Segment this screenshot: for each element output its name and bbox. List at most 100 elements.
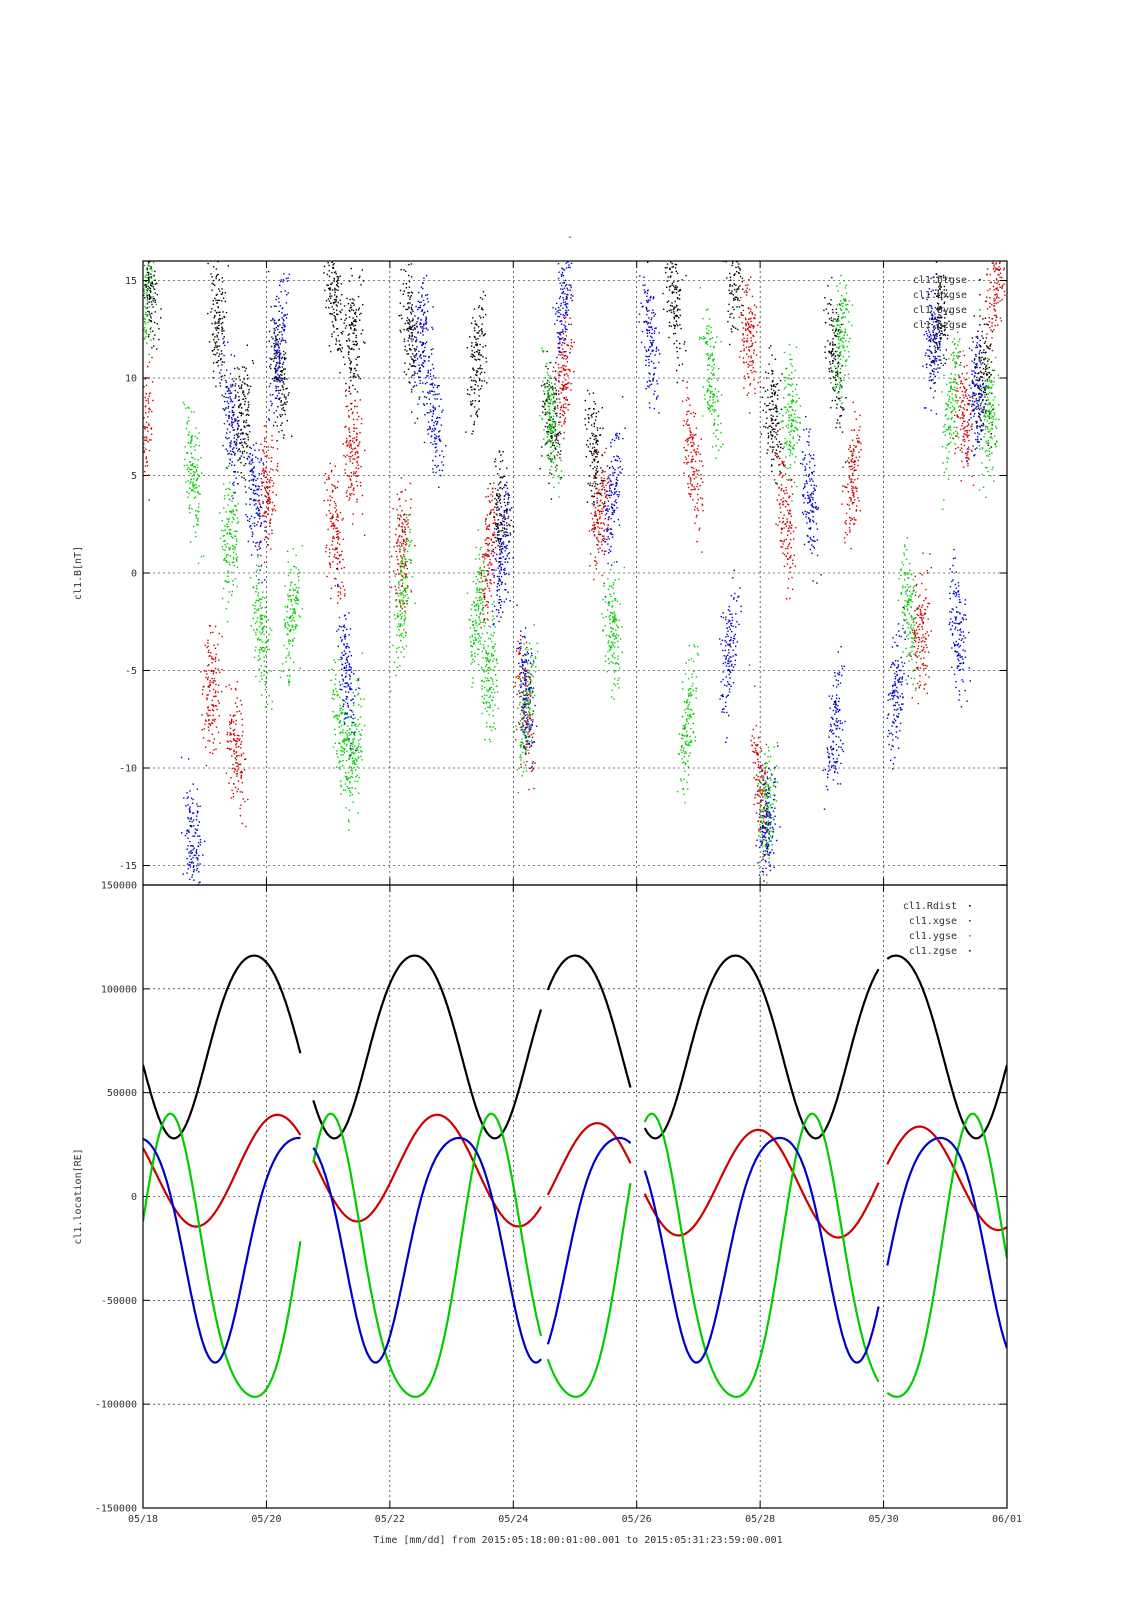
data-point: [965, 452, 967, 454]
data-point: [676, 381, 678, 384]
data-point: [837, 330, 839, 332]
data-point: [687, 397, 689, 399]
data-point: [499, 498, 501, 501]
data-point: [938, 331, 940, 334]
data-point: [470, 376, 472, 378]
data-point: [401, 575, 403, 577]
data-point: [526, 692, 528, 694]
data-point: [339, 299, 341, 301]
data-point: [263, 538, 266, 541]
data-point: [584, 418, 586, 420]
data-point: [916, 650, 918, 653]
data-point: [959, 449, 962, 451]
data-point: [251, 360, 254, 362]
data-point: [409, 327, 411, 330]
data-point: [691, 466, 693, 469]
data-point: [340, 311, 342, 314]
data-point: [856, 487, 858, 489]
data-point: [959, 417, 961, 419]
data-point: [916, 614, 918, 616]
data-point: [528, 735, 531, 737]
data-point: [668, 321, 671, 324]
data-point: [398, 536, 400, 538]
data-point: [842, 409, 844, 411]
data-point: [484, 605, 487, 607]
data-point: [999, 239, 1000, 240]
data-point: [336, 533, 338, 536]
data-point: [237, 432, 240, 435]
data-point: [696, 493, 699, 496]
data-point: [918, 605, 920, 607]
data-point: [505, 508, 508, 511]
data-point: [490, 552, 493, 555]
data-point: [729, 215, 730, 216]
data-point: [404, 489, 407, 491]
data-point: [849, 450, 852, 453]
data-point: [147, 310, 149, 313]
data-point: [410, 263, 413, 265]
data-point: [223, 395, 225, 398]
data-point: [988, 375, 991, 378]
data-point: [211, 681, 213, 683]
data-point: [151, 410, 153, 413]
data-point: [494, 487, 497, 490]
data-point: [270, 477, 272, 479]
data-point: [751, 744, 753, 746]
data-point: [730, 249, 731, 250]
data-point: [482, 580, 484, 582]
data-point: [997, 281, 999, 283]
data-point: [331, 496, 333, 499]
data-point: [591, 495, 593, 498]
data-point: [740, 191, 741, 192]
data-point: [275, 372, 277, 374]
data-point: [830, 407, 832, 409]
data-point: [271, 508, 273, 510]
data-point: [770, 420, 773, 422]
data-point: [556, 435, 558, 437]
data-point: [976, 440, 979, 443]
data-point: [729, 313, 731, 315]
data-point: [268, 490, 270, 492]
data-point: [854, 479, 856, 481]
data-point: [324, 226, 325, 227]
data-point: [500, 530, 502, 532]
data-point: [752, 728, 754, 731]
data-point: [588, 408, 590, 410]
data-point: [214, 336, 216, 338]
data-point: [743, 387, 745, 389]
data-point: [558, 431, 561, 434]
data-point: [477, 338, 479, 340]
data-point: [686, 461, 688, 464]
data-point: [520, 695, 522, 697]
data-point: [470, 345, 473, 347]
data-point: [564, 379, 567, 381]
data-point: [230, 797, 233, 799]
data-point: [275, 339, 278, 341]
data-point: [672, 265, 675, 268]
data-point: [736, 218, 737, 219]
data-point: [515, 650, 518, 652]
data-point: [559, 342, 561, 345]
data-point: [738, 227, 739, 228]
data-point: [923, 614, 925, 616]
data-point: [743, 341, 745, 343]
data-point: [852, 472, 854, 475]
data-point: [348, 316, 351, 318]
data-point: [765, 781, 767, 783]
data-point: [409, 296, 411, 298]
data-point: [240, 433, 242, 435]
data-point: [232, 796, 235, 798]
data-point: [696, 470, 698, 472]
data-point: [483, 618, 485, 621]
data-point: [410, 349, 412, 351]
data-point: [342, 443, 344, 445]
data-point: [608, 467, 611, 470]
data-point: [267, 494, 269, 496]
data-point: [665, 272, 667, 274]
data-point: [262, 450, 265, 452]
data-point: [502, 476, 504, 478]
data-point: [943, 302, 945, 304]
data-point: [497, 527, 499, 529]
data-point: [484, 345, 487, 347]
data-point: [596, 487, 598, 490]
